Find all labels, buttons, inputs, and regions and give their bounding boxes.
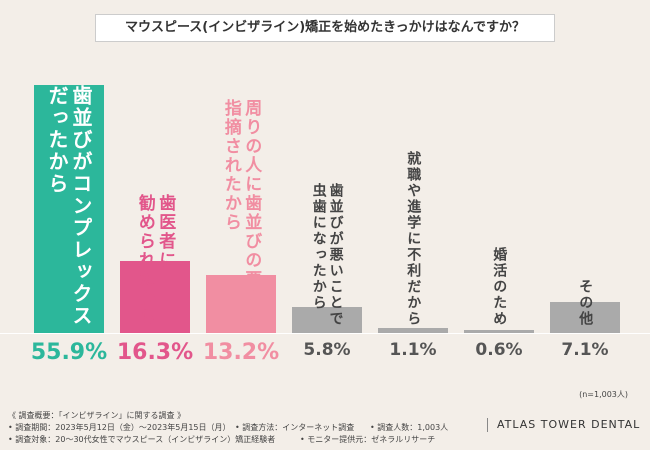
footer-method: • 調査方法：インターネット調査 [235,423,355,432]
chart-title: マウスピース(インビザライン)矯正を始めたきっかけはなんですか？ [95,14,555,42]
value-label: 1.1% [389,340,437,360]
footer-provider: • モニター提供元：ゼネラルリサーチ [300,435,436,444]
bar [206,274,276,333]
category-label: 歯並びがコンプレックス だったから [45,85,93,327]
sample-note: (n=1,003人) [579,390,628,399]
category-label: その他 [577,279,594,327]
category-label: 就職や進学に不利だから [405,151,422,327]
bar [378,328,448,333]
value-label: 55.9% [30,340,108,365]
value-label: 7.1% [561,340,609,360]
brand: ATLAS TOWER DENTAL [497,418,641,431]
value-label: 0.6% [475,340,523,360]
category-label: 歯並びが悪いことで 虫歯になったから [310,183,344,327]
brand-divider [487,418,488,432]
value-label: 5.8% [303,340,351,360]
footer-target: • 調査対象：20～30代女性でマウスピース（インビザライン）矯正経験者 [8,435,276,444]
bar [550,301,620,333]
bar [464,330,534,333]
value-label: 16.3% [116,340,194,365]
baseline [0,333,650,334]
footer-period: • 調査期間：2023年5月12日（金）～2023年5月15日（月） [8,423,231,432]
footer-heading: 《 調査概要：「インビザライン」に関する調査 》 [8,411,186,420]
footer-count: • 調査人数：1,003人 [370,423,449,432]
category-label: 婚活のため [491,247,508,327]
bar [120,260,190,333]
bar [34,85,104,333]
bar [292,307,362,333]
category-label: 周りの人に歯並びの悪さを 指摘されたから [220,99,262,327]
value-label: 13.2% [202,340,280,365]
category-label: 歯医者に 勧められたから [134,194,176,327]
